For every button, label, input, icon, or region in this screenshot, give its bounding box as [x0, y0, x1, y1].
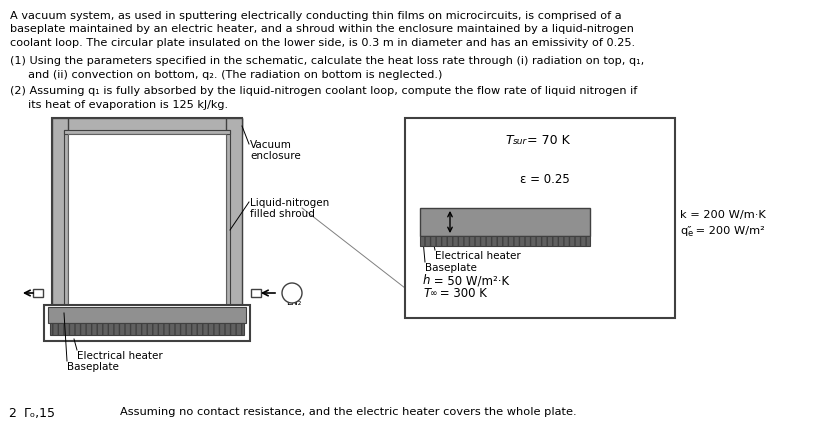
Polygon shape	[68, 134, 226, 307]
Text: coolant loop. The circular plate insulated on the lower side, is 0.3 m in diamet: coolant loop. The circular plate insulat…	[10, 38, 635, 48]
Polygon shape	[33, 289, 43, 297]
Text: its heat of evaporation is 125 kJ/kg.: its heat of evaporation is 125 kJ/kg.	[10, 100, 228, 110]
Text: (2) Assuming q₁ is fully absorbed by the liquid-nitrogen coolant loop, compute t: (2) Assuming q₁ is fully absorbed by the…	[10, 87, 637, 97]
Text: q″: q″	[680, 226, 692, 236]
Text: h: h	[423, 274, 431, 287]
Polygon shape	[64, 130, 68, 311]
Text: = 70 K: = 70 K	[523, 134, 570, 147]
Text: ε = 0.25: ε = 0.25	[520, 173, 570, 186]
Text: filled shroud: filled shroud	[250, 209, 315, 219]
Polygon shape	[226, 130, 230, 311]
Text: Baseplate: Baseplate	[425, 263, 477, 273]
Text: = 200 W/m²: = 200 W/m²	[692, 226, 765, 236]
Text: ∞: ∞	[430, 289, 437, 298]
Text: (1) Using the parameters specified in the schematic, calculate the heat loss rat: (1) Using the parameters specified in th…	[10, 57, 644, 67]
Text: = 300 K: = 300 K	[436, 287, 487, 300]
Polygon shape	[52, 118, 242, 323]
Polygon shape	[48, 307, 246, 323]
Text: sur: sur	[513, 137, 528, 146]
Text: LN₂: LN₂	[286, 298, 302, 307]
Text: baseplate maintained by an electric heater, and a shroud within the enclosure ma: baseplate maintained by an electric heat…	[10, 24, 634, 35]
Text: = 50 W/m²·K: = 50 W/m²·K	[430, 274, 509, 287]
Polygon shape	[251, 289, 261, 297]
Text: Baseplate: Baseplate	[67, 362, 119, 372]
Polygon shape	[420, 208, 590, 236]
Text: and (ii) convection on bottom, q₂. (The radiation on bottom is neglected.): and (ii) convection on bottom, q₂. (The …	[10, 70, 442, 80]
Text: enclosure: enclosure	[250, 151, 301, 161]
Polygon shape	[405, 118, 675, 318]
Text: Assuming no contact resistance, and the electric heater covers the whole plate.: Assuming no contact resistance, and the …	[120, 407, 576, 417]
Text: Γₒ,15: Γₒ,15	[24, 407, 56, 420]
Polygon shape	[52, 118, 68, 323]
Circle shape	[282, 283, 302, 303]
Polygon shape	[64, 130, 230, 134]
Polygon shape	[52, 118, 242, 134]
Text: 2: 2	[8, 407, 16, 420]
Text: Electrical heater: Electrical heater	[77, 351, 163, 361]
Text: k = 200 W/m·K: k = 200 W/m·K	[680, 210, 766, 220]
Polygon shape	[44, 305, 250, 341]
Polygon shape	[50, 323, 244, 335]
Text: Liquid-nitrogen: Liquid-nitrogen	[250, 198, 329, 208]
Polygon shape	[226, 118, 242, 323]
Text: Vacuum: Vacuum	[250, 140, 292, 150]
Text: e: e	[687, 229, 692, 238]
Polygon shape	[420, 236, 590, 246]
Text: L: L	[454, 220, 460, 233]
Text: T: T	[423, 287, 430, 300]
Text: A vacuum system, as used in sputtering electrically conducting thin films on mic: A vacuum system, as used in sputtering e…	[10, 11, 622, 21]
Text: Electrical heater: Electrical heater	[435, 251, 521, 261]
Text: = 10 mm: = 10 mm	[460, 220, 519, 233]
Text: T: T	[505, 134, 513, 147]
